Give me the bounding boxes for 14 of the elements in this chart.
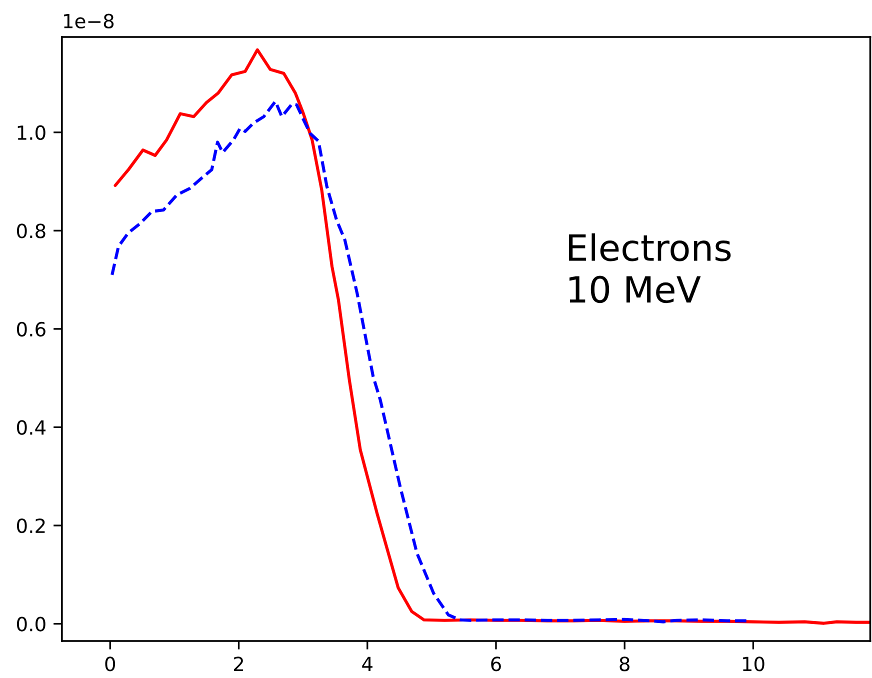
- x-tick-label: 10: [742, 656, 764, 672]
- y-tick-label: 0.4: [16, 420, 46, 435]
- y-tick-label: 0.0: [16, 616, 46, 632]
- y-tick-label: 0.2: [16, 518, 45, 534]
- x-tick-label: 0: [105, 656, 116, 672]
- text: 1e−8: [64, 14, 114, 28]
- annotation: Electrons 10 MeV: [569, 233, 731, 304]
- x-tick-label: 8: [620, 656, 630, 672]
- y-tick-label: 0.6: [16, 322, 46, 337]
- y-tick-label: 1.0: [18, 125, 46, 140]
- y-tick-label: 0.8: [16, 224, 46, 238]
- x-tick-label: 2: [234, 656, 243, 672]
- x-tick-label: 6: [491, 656, 501, 672]
- x-tick-label: 4: [362, 656, 372, 672]
